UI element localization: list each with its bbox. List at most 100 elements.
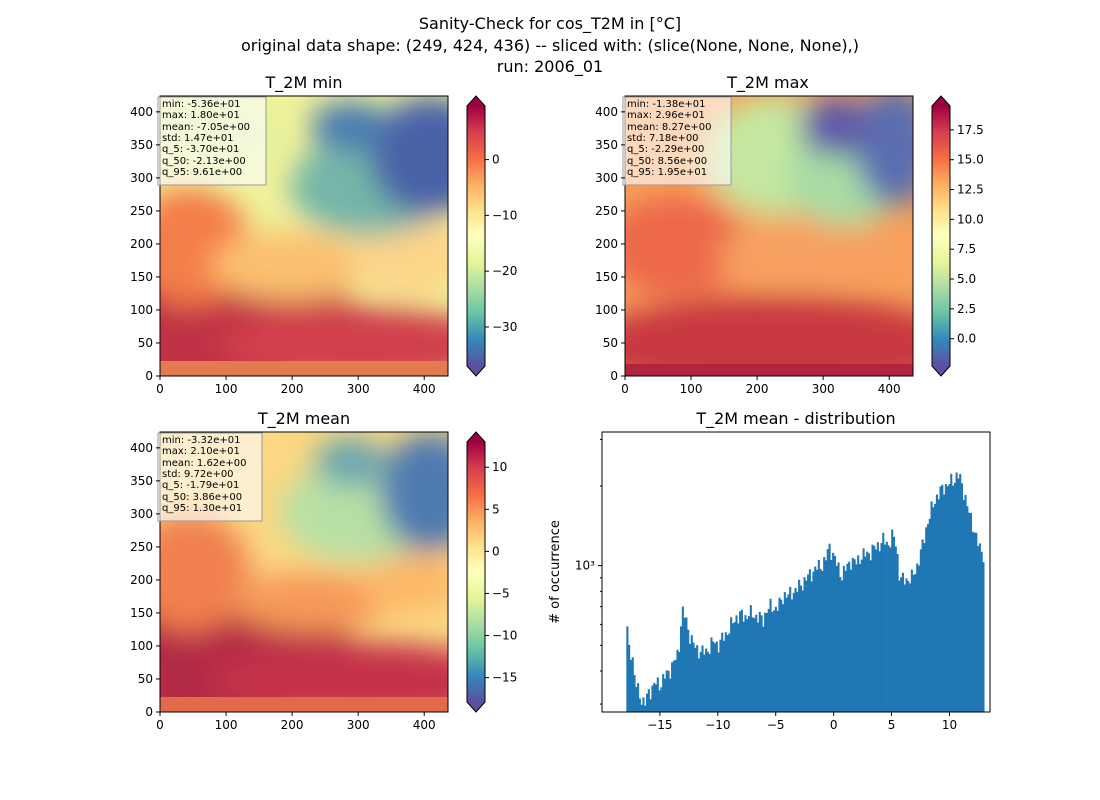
- histogram-bar: [962, 499, 965, 712]
- histogram-bar: [801, 590, 804, 712]
- histogram-bar: [894, 546, 897, 712]
- svg-text:max: 1.80e+01: max: 1.80e+01: [162, 110, 240, 121]
- y-tick-label: 400: [595, 105, 618, 119]
- histogram-bar: [635, 687, 638, 712]
- stat-line: std: 9.72e+00: [162, 469, 234, 480]
- histogram-bar: [663, 678, 666, 712]
- histogram-bar: [701, 645, 704, 712]
- histogram-bar: [917, 565, 921, 712]
- histogram-bar: [706, 651, 709, 712]
- stat-line: q_5: -2.29e+00: [627, 144, 704, 155]
- histogram-bar: [749, 605, 752, 712]
- histogram-bar: [699, 652, 702, 712]
- histogram-bar: [792, 592, 795, 712]
- panel-t2m-mean-distribution: T_2M mean - distribution # of occurrence: [548, 409, 991, 713]
- histogram-bar: [955, 472, 958, 712]
- histogram-bar: [715, 641, 718, 712]
- histogram-bar: [680, 626, 683, 712]
- histogram-bar: [735, 615, 738, 712]
- histogram-bar: [728, 633, 731, 712]
- histogram-bar: [921, 539, 924, 712]
- histogram-bar: [782, 604, 785, 712]
- histogram-bar: [653, 682, 656, 712]
- histogram-bar: [842, 566, 845, 712]
- histogram-bar: [946, 486, 949, 712]
- histogram-bar: [771, 611, 774, 712]
- histogram-bar: [928, 518, 931, 712]
- histogram-bar: [864, 556, 867, 712]
- histogram-bar: [892, 536, 896, 712]
- svg-text:mean: 8.27e+00: mean: 8.27e+00: [627, 122, 711, 133]
- histogram-bar: [767, 608, 770, 712]
- histogram-bar: [660, 687, 663, 712]
- x-tick-label: 100: [215, 718, 238, 732]
- y-tick-label: 300: [130, 507, 153, 521]
- y-tick-label: 200: [130, 237, 153, 251]
- stat-line: mean: 8.27e+00: [627, 122, 711, 133]
- histogram-bar: [839, 577, 842, 712]
- y-tick-label: 400: [130, 105, 153, 119]
- y-tick-label: 350: [595, 138, 618, 152]
- histogram-bar: [719, 639, 722, 712]
- histogram-bar: [850, 569, 853, 712]
- stats-box: min: -1.38e+01 max: 2.96e+01 mean: 8.27e…: [622, 96, 732, 186]
- histogram-bar: [873, 545, 876, 712]
- colorbar-tick-label: 5.0: [957, 272, 976, 286]
- svg-text:q_95: 9.61e+00: q_95: 9.61e+00: [162, 167, 242, 178]
- histogram-bar: [674, 659, 677, 712]
- stat-line: q_50: -2.13e+00: [162, 156, 246, 167]
- y-tick-label: 250: [130, 540, 153, 554]
- colorbar-tick-label: −10: [492, 208, 517, 222]
- histogram-bar: [794, 587, 797, 712]
- y-tick-label: 200: [130, 573, 153, 587]
- y-tick-label: 400: [130, 441, 153, 455]
- histogram-bar: [943, 494, 946, 712]
- histogram-bar: [866, 551, 869, 712]
- histogram-bar: [835, 565, 838, 712]
- histogram-bar: [951, 485, 955, 712]
- histogram-bar: [875, 549, 878, 712]
- histogram-bar: [697, 658, 700, 712]
- histogram-bar: [880, 543, 883, 712]
- histogram-bar: [796, 591, 799, 712]
- colorbar-tick-label: −15: [492, 671, 517, 685]
- x-tick-label: 100: [680, 382, 703, 396]
- histogram-bar: [717, 652, 720, 712]
- colorbar: [931, 95, 951, 377]
- histogram-bar: [649, 699, 652, 712]
- histogram-bar: [891, 529, 894, 712]
- y-tick-label: 50: [603, 336, 618, 350]
- histogram-bar: [626, 626, 629, 712]
- histogram-bar: [930, 501, 933, 712]
- histogram-bar: [814, 566, 817, 712]
- histogram-bar: [848, 561, 851, 712]
- colorbar-tick-label: 7.5: [957, 242, 976, 256]
- histogram-bar: [907, 581, 910, 712]
- histogram-bar: [748, 616, 751, 712]
- histogram-bar: [905, 578, 908, 712]
- svg-text:q_5: -3.70e+01: q_5: -3.70e+01: [162, 144, 239, 155]
- svg-text:max: 2.10e+01: max: 2.10e+01: [162, 446, 240, 457]
- histogram-bar: [821, 571, 824, 712]
- histogram-bar: [828, 543, 831, 712]
- histogram-bar: [637, 683, 640, 712]
- histogram-bar: [776, 610, 779, 712]
- stat-line: mean: 1.62e+00: [162, 458, 246, 469]
- histogram-bar: [982, 562, 985, 712]
- histogram-bar: [912, 574, 915, 712]
- histogram-bar: [658, 690, 661, 712]
- histogram-bar: [785, 597, 788, 712]
- svg-text:min: -1.38e+01: min: -1.38e+01: [627, 99, 706, 110]
- histogram-bar: [923, 543, 926, 712]
- histogram-bar: [722, 640, 726, 712]
- x-tick-label: 200: [746, 382, 769, 396]
- svg-text:std: 7.18e+00: std: 7.18e+00: [627, 133, 699, 144]
- histogram-bar: [676, 649, 679, 712]
- colorbar-tick-label: 12.5: [957, 183, 984, 197]
- figure-title-line-2: original data shape: (249, 424, 436) -- …: [241, 36, 859, 55]
- stat-line: std: 1.47e+01: [162, 133, 234, 144]
- histogram-bar: [739, 611, 742, 712]
- stats-box: min: -3.32e+01 max: 2.10e+01 mean: 1.62e…: [157, 432, 263, 522]
- histogram-bar: [966, 506, 969, 712]
